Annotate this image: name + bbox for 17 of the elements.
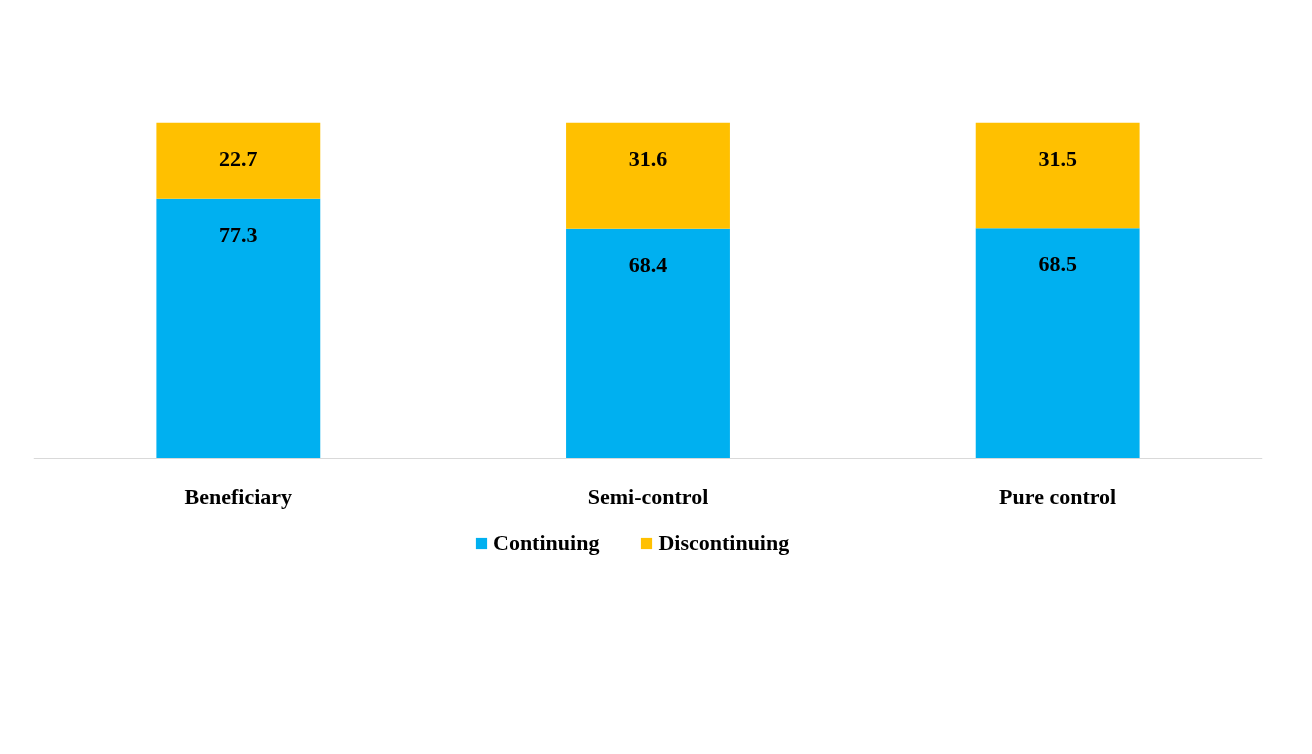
- bar: [566, 228, 730, 459]
- bar: [156, 198, 321, 459]
- x-tick-label: Semi-control: [587, 484, 709, 509]
- x-tick-label: Pure control: [999, 484, 1117, 509]
- legend-label: Continuing: [493, 530, 600, 556]
- x-tick-label: Beneficiary: [184, 484, 293, 509]
- data-label: 68.4: [628, 251, 668, 277]
- data-label: 22.7: [219, 145, 258, 171]
- bar: [566, 122, 730, 229]
- legend-label: Discontinuing: [658, 530, 790, 556]
- data-label: 31.5: [1038, 145, 1077, 171]
- bar: [975, 228, 1140, 459]
- bar: [156, 122, 321, 199]
- data-label: 77.3: [219, 221, 258, 247]
- data-label: 68.5: [1038, 251, 1077, 277]
- bar: [975, 122, 1140, 229]
- data-label: 31.6: [628, 145, 668, 171]
